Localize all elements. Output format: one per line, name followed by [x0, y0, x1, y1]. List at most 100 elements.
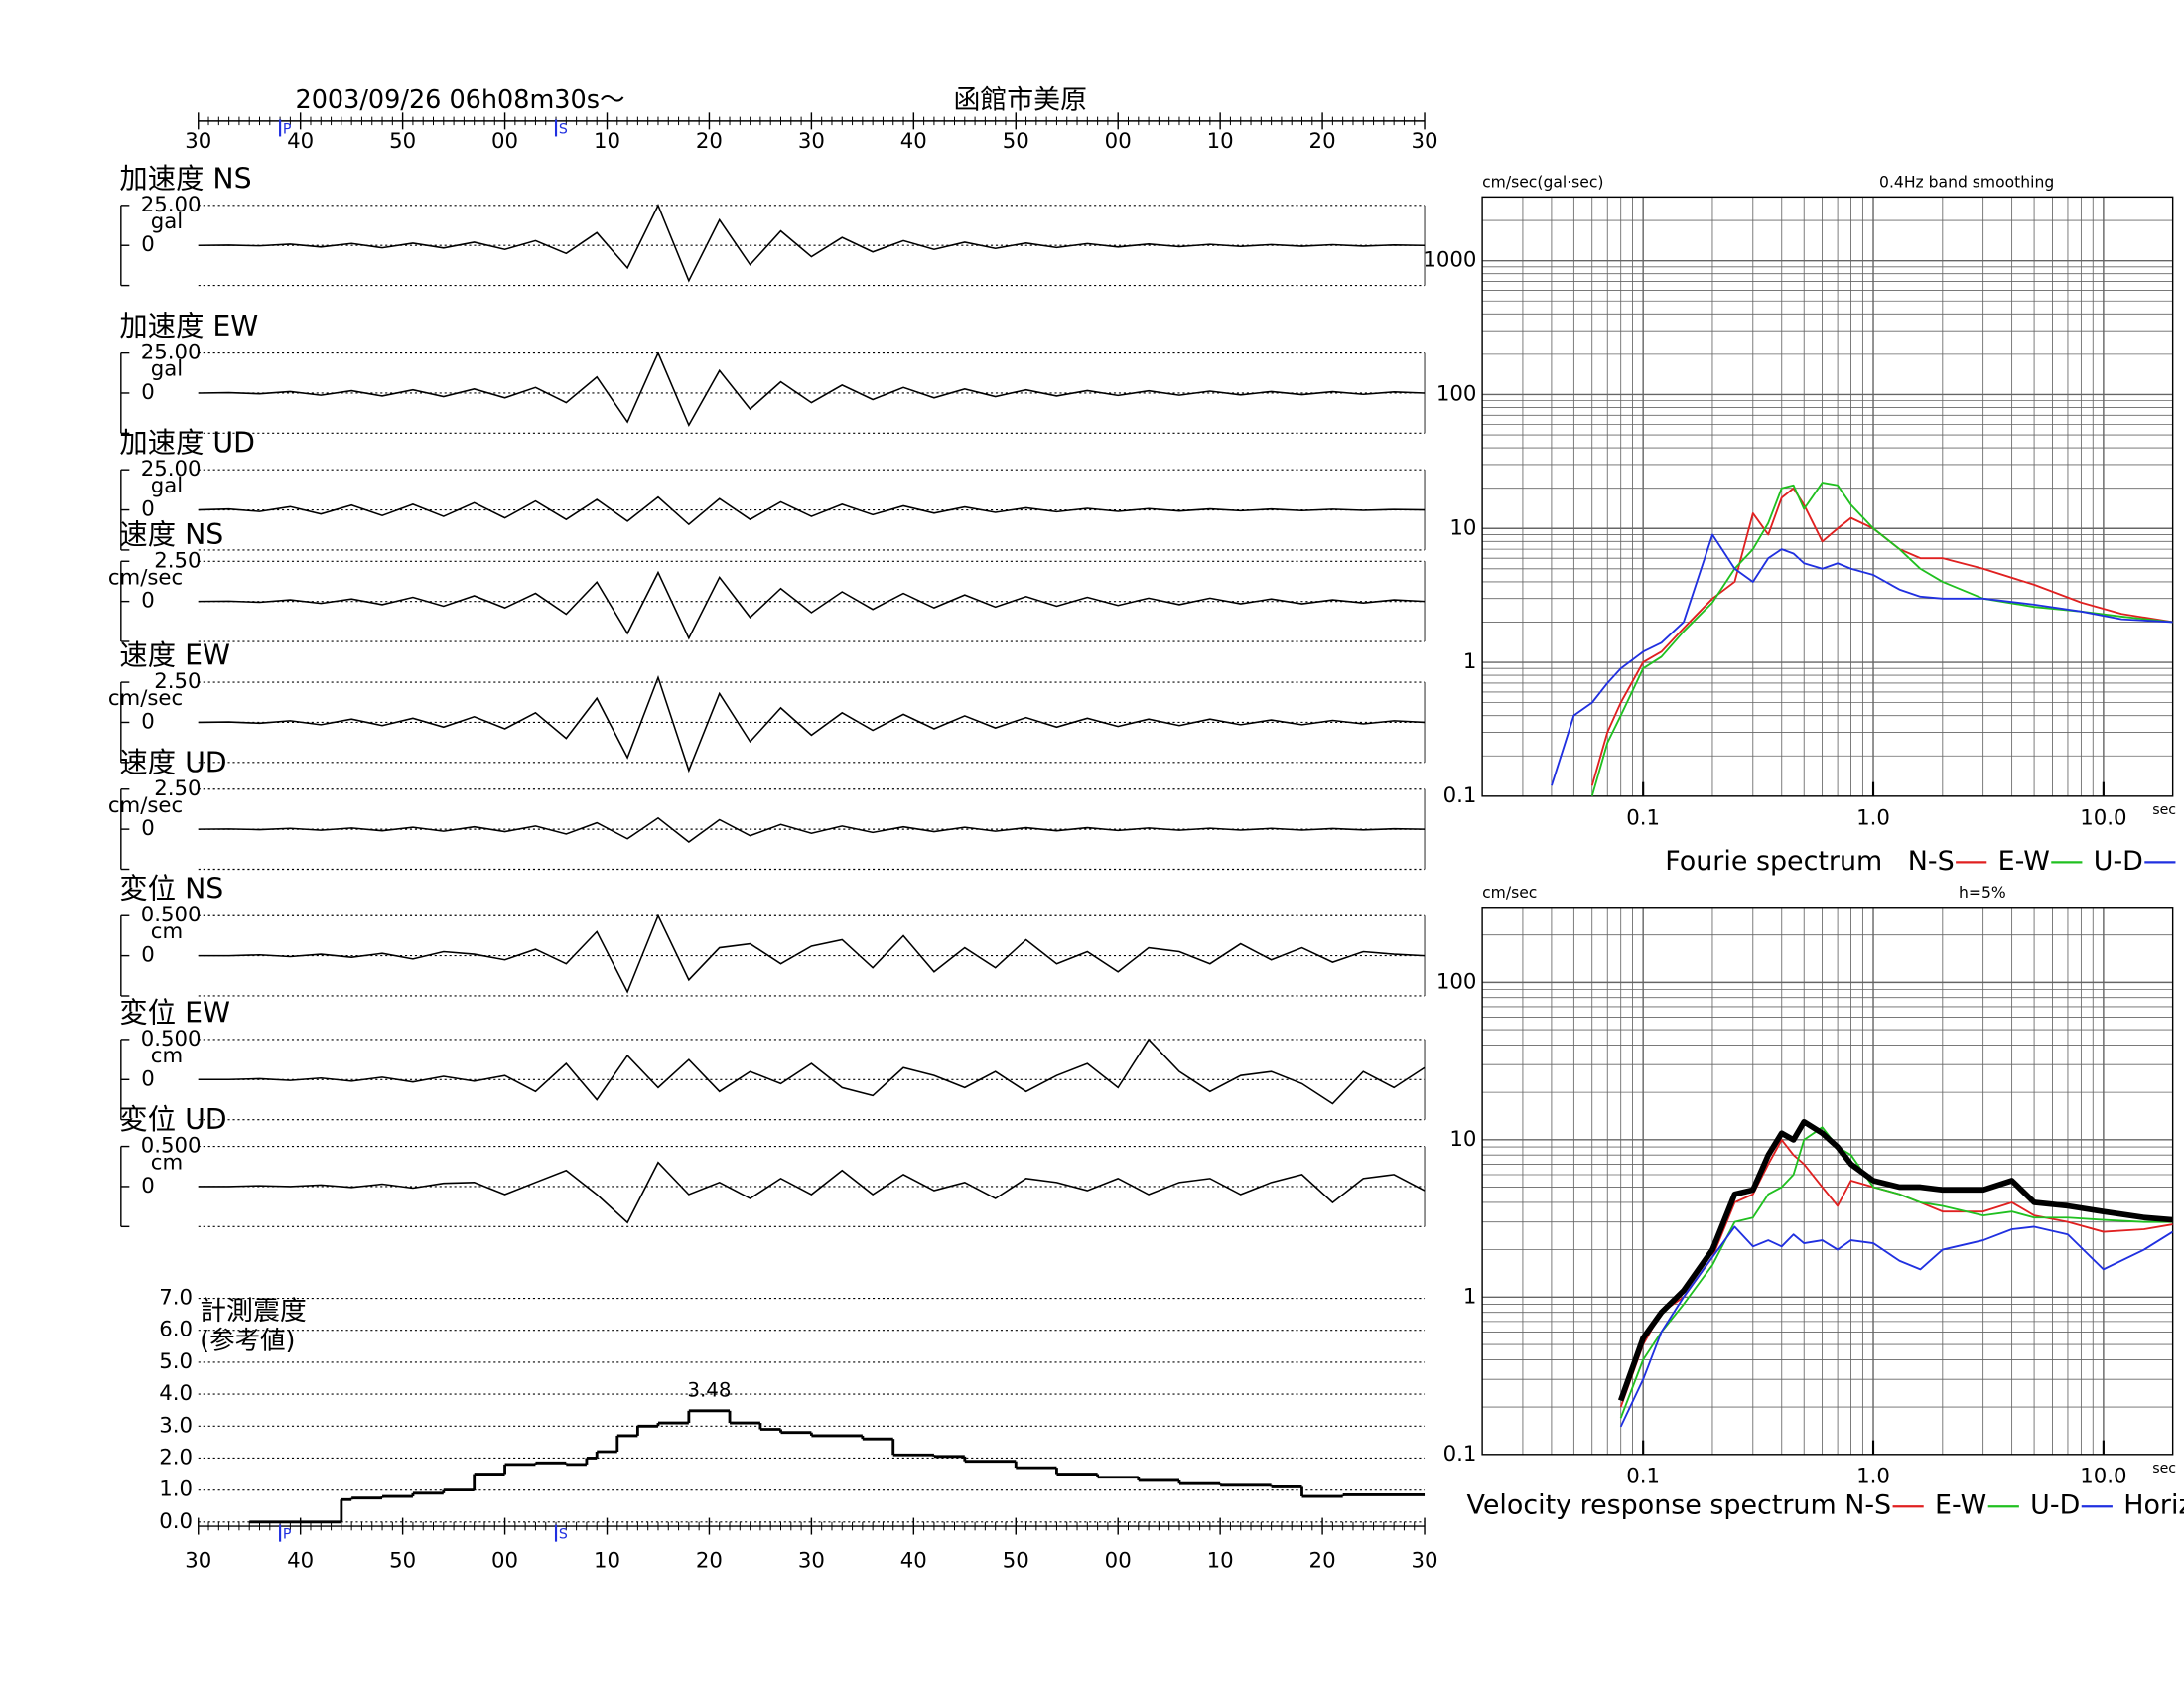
panel-scale-label: 2.50: [154, 669, 201, 694]
intensity-tick-label: 5.0: [159, 1349, 193, 1374]
panel-scale-label: 0: [141, 497, 155, 522]
time-tick-label: 50: [1003, 1548, 1029, 1573]
panel-scale-label: 0: [141, 709, 155, 734]
time-tick-label: 40: [900, 129, 927, 154]
legend-label: E-W: [1935, 1490, 1986, 1521]
panel-scale-label: 0: [141, 232, 155, 257]
waveform-trace: [198, 816, 1426, 843]
panel-unit: cm/sec: [108, 686, 183, 711]
time-tick-label: 10: [1207, 1548, 1234, 1573]
panel-unit: cm/sec: [108, 793, 183, 818]
time-tick-label: 40: [287, 129, 314, 154]
intensity-tick-label: 6.0: [159, 1318, 193, 1342]
y-tick-label: 10: [1449, 1127, 1476, 1152]
spectrum-chart: 0.1 1.0 10.0 0.1 1 10 100 cm/sec h=5% sec Velocity…: [1436, 884, 2184, 1521]
panel-scale-label: 25.00: [141, 457, 202, 482]
waveform-trace: [198, 1038, 1426, 1105]
y-axis-label: cm/sec(gal·sec): [1482, 174, 1603, 192]
legend-label: N-S: [1844, 1490, 1891, 1521]
panel-scale-label: 25.00: [141, 193, 202, 217]
y-tick-label: 1000: [1423, 248, 1476, 273]
waveform-trace: [198, 351, 1426, 428]
intensity-tick-label: 7.0: [159, 1286, 193, 1311]
y-tick-label: 10: [1449, 515, 1476, 540]
panel-unit: gal: [151, 210, 183, 234]
time-tick-label: 50: [1003, 129, 1029, 154]
panel-label: 変位 EW: [119, 996, 230, 1029]
spectrum-line: [1619, 1138, 2173, 1408]
spectrum-line: [1590, 482, 2173, 796]
time-tick-label: 00: [491, 129, 518, 154]
panel-label: 加速度 NS: [119, 162, 251, 195]
time-tick-label: 10: [594, 129, 620, 154]
x-axis-label: sec: [2152, 802, 2176, 818]
y-tick-label: 100: [1436, 969, 1477, 994]
time-tick-label: 50: [389, 1548, 416, 1573]
annotation: 0.4Hz band smoothing: [1879, 174, 2054, 192]
time-tick-label: 10: [1207, 129, 1234, 154]
panel-scale-label: 0: [141, 1066, 155, 1091]
time-tick-label: 20: [696, 129, 723, 154]
panel-scale-label: 0: [141, 816, 155, 841]
x-axis-label: sec: [2152, 1461, 2176, 1477]
waveform-trace: [198, 674, 1426, 774]
panel-unit: cm: [151, 1151, 183, 1176]
panel-unit: cm: [151, 919, 183, 944]
legend-label: U-D: [2094, 846, 2143, 877]
phase-marker-label: S: [559, 121, 568, 137]
panel-label: 変位 UD: [119, 1103, 226, 1136]
waveform-trace: [198, 203, 1426, 283]
panel-label: 加速度 EW: [119, 310, 258, 343]
waveform-trace: [198, 1161, 1426, 1224]
panel-label: 速度 UD: [119, 746, 226, 778]
y-tick-label: 0.1: [1443, 1442, 1477, 1467]
time-tick-label: 20: [696, 1548, 723, 1573]
time-tick-label: 10: [594, 1548, 620, 1573]
panel-unit: gal: [151, 357, 183, 382]
phase-marker-label: P: [283, 121, 292, 137]
waveform-trace: [198, 495, 1426, 526]
panel-scale-label: 0.500: [141, 1027, 202, 1052]
spectrum-chart: 0.1 1.0 10.0 0.1 1 10 100 1000 cm/sec(gal·sec) 0.…: [1423, 174, 2176, 877]
panel-label: 加速度 UD: [119, 427, 255, 460]
plot-frame: [1481, 196, 2174, 797]
x-tick-label: 10.0: [2080, 1464, 2126, 1488]
time-tick-label: 00: [1105, 1548, 1132, 1573]
spectrum-line: [1617, 1118, 2173, 1402]
intensity-tick-label: 3.0: [159, 1413, 193, 1438]
legend-label: E-W: [1998, 846, 2050, 877]
panel-scale-label: 2.50: [154, 548, 201, 573]
y-tick-label: 100: [1436, 381, 1477, 406]
panel-scale-label: 0: [141, 943, 155, 968]
chart-title: Fourie spectrum: [1665, 846, 1882, 877]
time-tick-label: 30: [1412, 129, 1438, 154]
y-tick-label: 1: [1463, 649, 1477, 674]
panel-label: 速度 NS: [119, 518, 223, 551]
spectrum-line: [1551, 533, 2173, 786]
spectrum-line: [1590, 487, 2173, 786]
record-time-title: 2003/09/26 06h08m30s〜: [295, 85, 624, 115]
phase-marker-label: S: [559, 1527, 568, 1543]
time-tick-label: 00: [1105, 129, 1132, 154]
time-tick-label: 50: [389, 129, 416, 154]
time-tick-label: 40: [287, 1548, 314, 1573]
time-tick-label: 20: [1309, 1548, 1336, 1573]
legend-label: Horizon: [2123, 1490, 2184, 1521]
time-tick-label: 30: [185, 129, 211, 154]
time-tick-label: 00: [491, 1548, 518, 1573]
time-tick-label: 30: [798, 1548, 825, 1573]
panel-scale-label: 0: [141, 380, 155, 405]
annotation: h=5%: [1959, 884, 2006, 902]
spectrum-line: [1619, 1126, 2173, 1419]
intensity-tick-label: 1.0: [159, 1477, 193, 1502]
time-tick-label: 40: [900, 1548, 927, 1573]
x-tick-label: 1.0: [1856, 1464, 1890, 1488]
time-tick-label: 20: [1309, 129, 1336, 154]
panel-scale-label: 0: [141, 589, 155, 614]
x-tick-label: 0.1: [1626, 1464, 1660, 1488]
x-tick-label: 10.0: [2080, 806, 2126, 831]
panel-unit: cm: [151, 1044, 183, 1068]
panel-label: 速度 EW: [119, 639, 230, 672]
chart-title: Velocity response spectrum: [1467, 1490, 1837, 1521]
intensity-title: 計測震度: [200, 1296, 307, 1327]
